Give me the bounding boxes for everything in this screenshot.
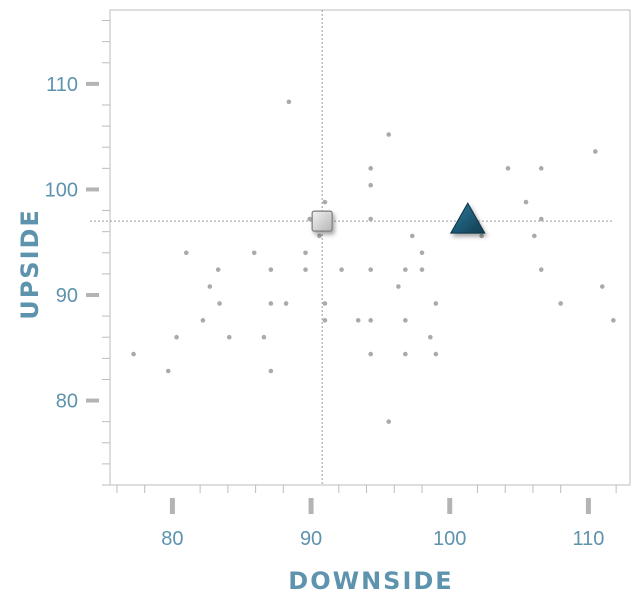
data-point	[433, 301, 439, 306]
data-point	[419, 250, 425, 256]
data-point	[317, 233, 322, 239]
data-point	[368, 318, 373, 323]
data-point	[409, 233, 415, 239]
y-axis-title: UPSIDE	[16, 208, 44, 320]
y-tick-label: 80	[56, 391, 78, 413]
data-point	[322, 301, 328, 306]
data-point	[268, 267, 274, 272]
x-axis-major-ticks	[169, 498, 591, 514]
data-point	[217, 301, 222, 306]
data-point	[523, 199, 529, 205]
data-point	[403, 267, 408, 272]
x-tick-label: 100	[433, 528, 466, 550]
reference-lines	[90, 10, 612, 485]
y-tick-label: 100	[45, 179, 78, 201]
y-tick-label: 110	[46, 74, 78, 96]
data-point	[355, 318, 361, 323]
data-point	[479, 233, 484, 239]
data-point	[538, 216, 544, 222]
x-tick-label: 80	[161, 528, 183, 550]
x-axis-minor-ticks	[116, 485, 617, 493]
data-point	[558, 301, 563, 306]
data-point	[215, 267, 221, 272]
y-axis-tick-labels: 80 90 100 110	[45, 74, 78, 413]
data-point	[428, 334, 433, 340]
data-point	[593, 149, 598, 154]
triangle-marker	[449, 202, 486, 234]
data-point	[403, 318, 408, 323]
data-point	[599, 284, 605, 289]
data-point	[538, 166, 544, 171]
data-point	[322, 318, 328, 323]
square-marker	[311, 210, 333, 232]
data-point	[174, 334, 179, 340]
data-point	[433, 351, 439, 357]
data-point	[283, 301, 289, 306]
data-point	[368, 351, 373, 357]
highlight-markers	[311, 202, 486, 234]
data-point	[505, 166, 511, 171]
data-point	[396, 284, 401, 289]
data-point	[322, 199, 328, 205]
data-point	[339, 267, 344, 272]
data-point	[368, 182, 373, 188]
x-tick-label: 90	[300, 528, 322, 550]
data-point	[611, 318, 616, 323]
data-point	[303, 250, 308, 256]
data-point	[286, 99, 292, 105]
data-point	[403, 351, 408, 357]
data-point	[303, 267, 308, 272]
y-axis-minor-ticks	[102, 20, 110, 486]
data-point	[131, 351, 136, 357]
data-point	[532, 233, 537, 239]
data-point	[368, 267, 373, 272]
data-point	[386, 132, 392, 137]
x-axis-tick-labels: 80 90 100 110	[161, 528, 604, 550]
data-point	[419, 267, 425, 272]
data-point	[226, 334, 232, 340]
y-tick-label: 90	[56, 285, 78, 307]
data-point	[183, 250, 189, 256]
data-point	[386, 419, 392, 424]
data-point	[261, 334, 267, 340]
data-point	[251, 250, 257, 256]
data-point	[368, 166, 373, 171]
plot-area-frame	[109, 9, 631, 486]
data-point	[307, 216, 312, 222]
x-tick-label: 110	[572, 528, 604, 550]
data-points	[131, 99, 616, 424]
data-point	[165, 368, 171, 374]
data-point	[538, 267, 544, 272]
data-point	[200, 318, 206, 323]
data-point	[368, 216, 373, 222]
x-axis-title: DOWNSIDE	[288, 567, 453, 592]
y-axis-major-ticks	[86, 81, 99, 403]
data-point	[207, 284, 213, 289]
data-point	[268, 301, 274, 306]
data-point	[268, 368, 274, 374]
